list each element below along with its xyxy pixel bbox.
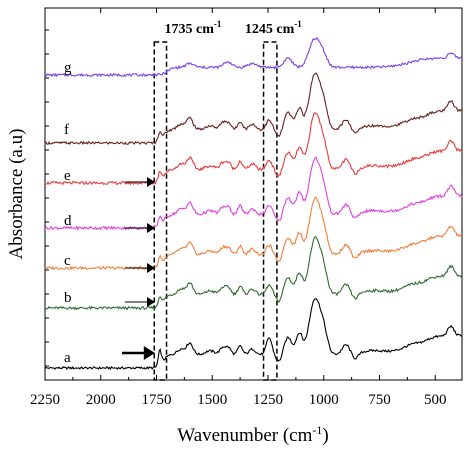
arrowhead-b bbox=[147, 297, 155, 307]
x-axis: 2250 2000 1750 1500 1250 1000 750 500 bbox=[30, 8, 446, 408]
arrowhead-e bbox=[147, 177, 155, 187]
curve-label-c: c bbox=[64, 253, 71, 269]
x-tick-label-1750: 1750 bbox=[141, 392, 171, 408]
spectrum-f bbox=[44, 72, 463, 146]
x-tick-label-2250: 2250 bbox=[30, 392, 60, 408]
arrowhead-c bbox=[147, 263, 155, 273]
spectrum-g bbox=[44, 36, 463, 78]
curve-label-f: f bbox=[64, 122, 69, 138]
x-tick-label-1000: 1000 bbox=[309, 392, 339, 408]
x-axis-title: Wavenumber (cm-1) bbox=[177, 423, 328, 446]
spectra-curves bbox=[44, 36, 463, 371]
x-tick-label-500: 500 bbox=[424, 392, 447, 408]
plot-frame bbox=[44, 7, 463, 381]
arrowhead-a bbox=[143, 346, 155, 360]
spectrum-e bbox=[44, 112, 463, 186]
spectrum-c bbox=[44, 196, 463, 271]
peak-arrows bbox=[122, 177, 155, 360]
band-annotations: 1735 cm-1 1245 cm-1 bbox=[165, 19, 303, 37]
curve-label-e: e bbox=[64, 168, 71, 184]
curve-label-a: a bbox=[64, 350, 71, 366]
x-tick-label-750: 750 bbox=[368, 392, 391, 408]
band-markers bbox=[153, 41, 278, 381]
curve-labels: a b c d e f g bbox=[64, 60, 72, 366]
band-box-0 bbox=[153, 41, 168, 381]
spectrum-d bbox=[44, 156, 463, 231]
spectrum-b bbox=[44, 235, 463, 311]
spectrum-a bbox=[44, 297, 463, 371]
y-axis-title: Absorbance (a.u) bbox=[6, 129, 27, 260]
curve-label-g: g bbox=[64, 60, 72, 76]
curve-label-b: b bbox=[64, 290, 72, 306]
x-tick-label-1500: 1500 bbox=[197, 392, 227, 408]
x-tick-label-1250: 1250 bbox=[253, 392, 283, 408]
band-label-0: 1735 cm-1 bbox=[165, 19, 222, 37]
curve-label-d: d bbox=[64, 213, 72, 229]
arrowhead-d bbox=[147, 223, 155, 233]
x-tick-label-2000: 2000 bbox=[86, 392, 116, 408]
band-label-1: 1245 cm-1 bbox=[245, 19, 302, 37]
